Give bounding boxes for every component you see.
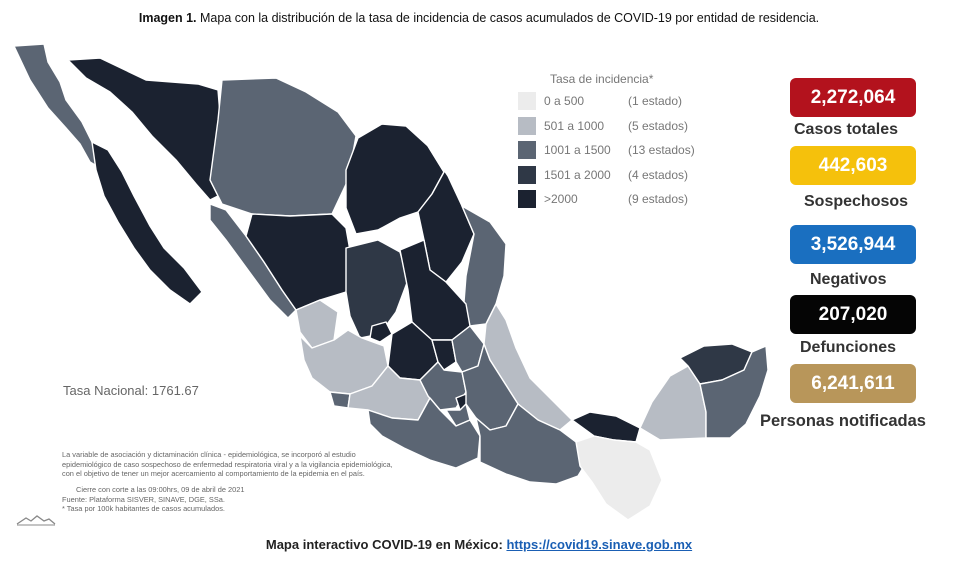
total-cases-value: 2,272,064 (790, 78, 916, 117)
deaths-value: 207,020 (790, 295, 916, 334)
suspected-value: 442,603 (790, 146, 916, 185)
state-colima (329, 391, 351, 409)
legend-item: 1501 a 2000 (4 estados) (518, 163, 708, 188)
state-mexico (419, 361, 467, 411)
map-legend: Tasa de incidencia* 0 a 500 (1 estado) 5… (518, 72, 708, 212)
legend-swatch (518, 141, 536, 160)
state-aguascalientes (369, 321, 393, 343)
total-cases-label: Casos totales (794, 121, 899, 138)
legend-swatch (518, 92, 536, 111)
negatives-label: Negativos (810, 271, 887, 288)
legend-count: (5 estados) (628, 118, 689, 133)
state-queretaro (431, 339, 457, 371)
national-rate: Tasa Nacional: 1761.67 (63, 383, 199, 398)
legend-count: (13 estados) (628, 143, 695, 158)
legend-swatch (518, 116, 536, 135)
legend-count: (9 estados) (628, 192, 689, 207)
methodology-notes: La variable de asociación y dictaminació… (62, 450, 452, 514)
legend-range: 0 a 500 (544, 94, 585, 109)
legend-range: 501 a 1000 (544, 118, 605, 133)
caption-text: Mapa con la distribución de la tasa de i… (196, 11, 820, 25)
note-line: * Tasa por 100k habitantes de casos acum… (62, 504, 225, 514)
state-quintana-roo (699, 345, 769, 439)
legend-item: 501 a 1000 (5 estados) (518, 114, 708, 139)
covid-map-link[interactable]: https://covid19.sinave.gob.mx (506, 537, 693, 552)
state-baja-california-sur (91, 141, 203, 305)
note-line: Cierre con corte a las 09:00hrs, 09 de a… (76, 484, 245, 494)
legend-item: >2000 (9 estados) (518, 187, 708, 212)
note-line: La variable de asociación y dictaminació… (62, 450, 356, 459)
legend-range: 1001 a 1500 (544, 143, 611, 158)
state-chihuahua (209, 77, 357, 217)
deaths-label: Defunciones (800, 339, 897, 356)
footer-text: Mapa interactivo COVID-19 en México: (265, 537, 507, 552)
legend-swatch (518, 190, 536, 209)
state-durango (245, 213, 353, 311)
footer: Mapa interactivo COVID-19 en México: htt… (0, 537, 958, 552)
legend-item: 1001 a 1500 (13 estados) (518, 138, 708, 163)
legend-item: 0 a 500 (1 estado) (518, 89, 708, 114)
figure-caption: Imagen 1. Mapa con la distribución de la… (0, 11, 958, 25)
state-morelos (445, 403, 471, 427)
legend-count: (1 estado) (628, 94, 683, 109)
state-tabasco (571, 411, 641, 443)
note-line: Fuente: Plataforma SISVER, SINAVE, DGE, … (62, 494, 225, 504)
state-sonora (67, 57, 223, 201)
note-line: con el objetivo de tener un mejor acerca… (62, 469, 365, 479)
suspected-label: Sospechosos (804, 193, 909, 210)
note-line: epidemiológico de caso sospechoso de enf… (62, 459, 393, 469)
legend-swatch (518, 165, 536, 184)
caption-prefix: Imagen 1. (138, 11, 197, 25)
notified-label: Personas notificadas (760, 412, 926, 430)
legend-title: Tasa de incidencia* (550, 72, 654, 86)
state-chiapas (575, 435, 663, 521)
state-zacatecas (345, 239, 409, 339)
state-sinaloa (209, 203, 297, 319)
legend-range: >2000 (544, 192, 578, 207)
legend-range: 1501 a 2000 (544, 167, 611, 182)
negatives-value: 3,526,944 (790, 225, 916, 264)
notified-value: 6,241,611 (790, 364, 916, 403)
mountain-logo-icon (16, 515, 56, 526)
legend-count: (4 estados) (628, 167, 689, 182)
